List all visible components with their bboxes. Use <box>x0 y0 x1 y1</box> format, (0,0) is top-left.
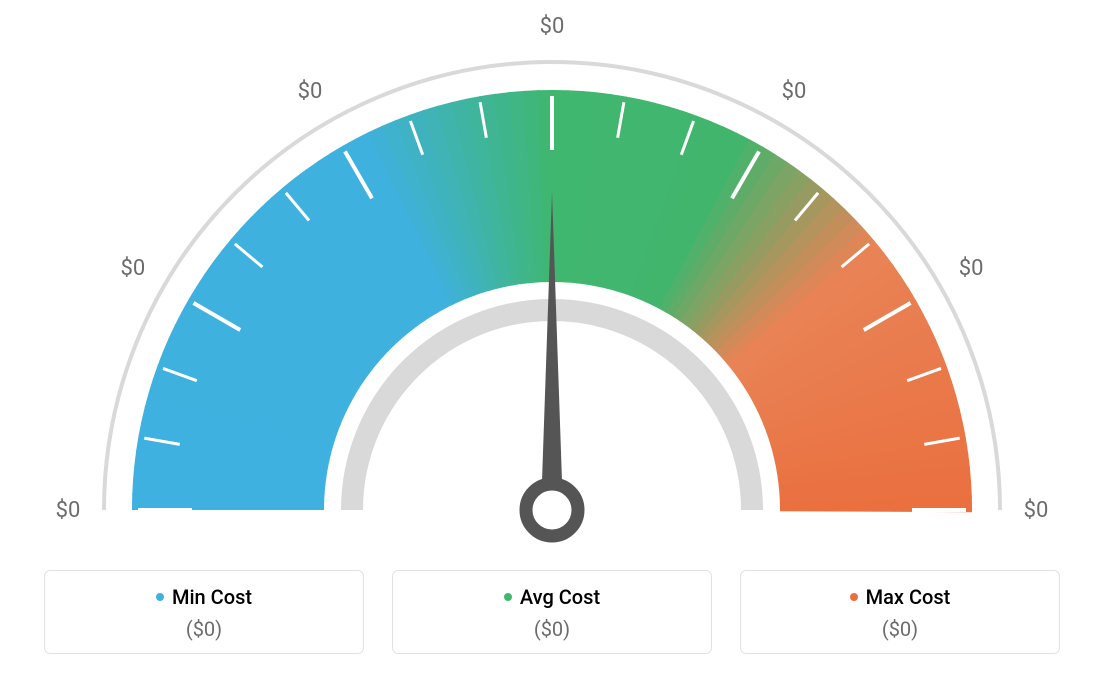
legend-dot-max <box>850 593 858 601</box>
legend-label-max: Max Cost <box>866 585 951 609</box>
legend-value-avg: ($0) <box>393 617 711 641</box>
legend-value-min: ($0) <box>45 617 363 641</box>
legend-card-max: Max Cost ($0) <box>740 570 1060 654</box>
gauge-tick-label: $0 <box>540 14 565 39</box>
legend-label-min: Min Cost <box>172 585 252 609</box>
gauge-tick-label: $0 <box>782 79 807 104</box>
gauge-chart: $0 $0 $0 $0 $0 $0 $0 <box>0 0 1104 560</box>
gauge-tick-label: $0 <box>298 79 323 104</box>
legend-value-max: ($0) <box>741 617 1059 641</box>
legend-card-avg: Avg Cost ($0) <box>392 570 712 654</box>
legend-dot-min <box>156 593 164 601</box>
gauge-needle-hub <box>526 484 578 536</box>
legend-card-min: Min Cost ($0) <box>44 570 364 654</box>
legend-title-avg: Avg Cost <box>504 585 600 609</box>
legend-row: Min Cost ($0) Avg Cost ($0) Max Cost ($0… <box>0 570 1104 654</box>
legend-title-min: Min Cost <box>156 585 252 609</box>
gauge-tick-label: $0 <box>1024 498 1049 523</box>
gauge-svg: $0 $0 $0 $0 $0 $0 $0 <box>0 0 1104 560</box>
legend-title-max: Max Cost <box>850 585 951 609</box>
legend-dot-avg <box>504 593 512 601</box>
gauge-tick-label: $0 <box>56 498 81 523</box>
gauge-tick-label: $0 <box>959 256 984 281</box>
legend-label-avg: Avg Cost <box>520 585 600 609</box>
gauge-tick-label: $0 <box>120 256 145 281</box>
